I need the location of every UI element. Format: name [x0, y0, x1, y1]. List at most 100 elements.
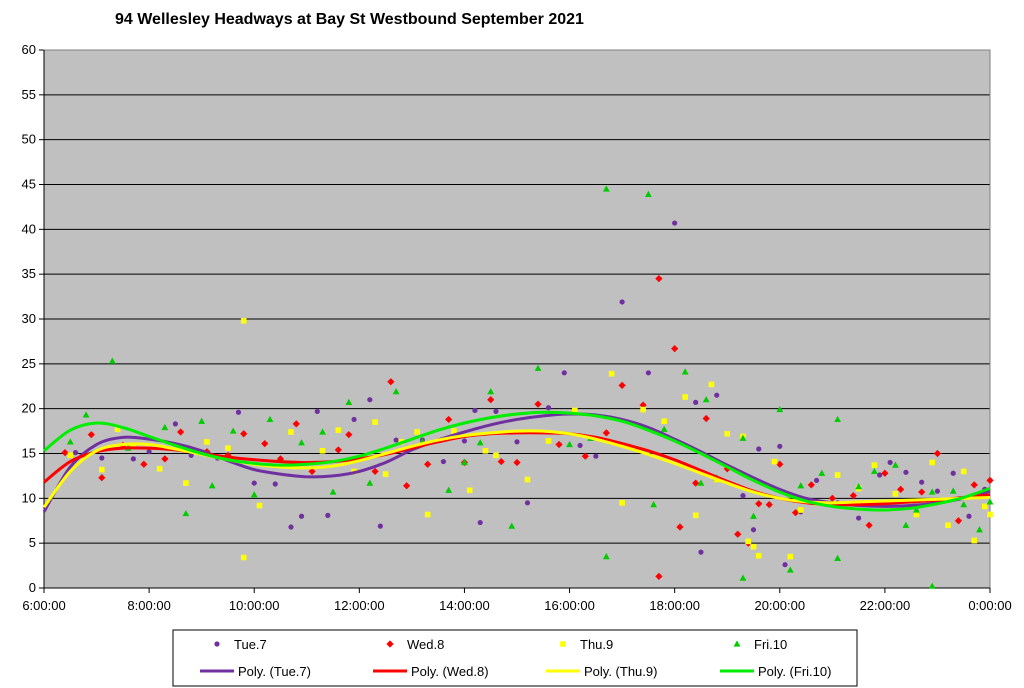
data-point [756, 446, 762, 452]
y-tick-label: 10 [22, 490, 36, 505]
data-point [366, 479, 374, 486]
data-point [745, 538, 752, 545]
data-point [99, 455, 105, 461]
data-point [682, 394, 688, 400]
data-point [325, 512, 331, 518]
data-point [619, 500, 625, 506]
data-point [855, 483, 863, 490]
data-point [834, 554, 841, 562]
data-point [960, 501, 968, 508]
legend-marker [214, 641, 220, 647]
data-point [724, 430, 731, 437]
data-point [934, 488, 941, 494]
data-point [266, 415, 274, 423]
x-tick-label: 0:00:00 [968, 598, 1011, 613]
data-point [834, 415, 841, 423]
data-point [250, 491, 258, 498]
gridlines [44, 49, 990, 589]
data-point [786, 566, 794, 573]
data-point [445, 415, 453, 424]
series-fri-10 [66, 185, 994, 589]
data-point [461, 438, 468, 444]
x-tick-label: 10:00:00 [229, 598, 280, 613]
data-point [771, 458, 778, 465]
data-point [372, 419, 378, 425]
data-point [640, 406, 646, 413]
y-tick-label: 20 [22, 401, 36, 416]
x-tick-label: 20:00:00 [754, 598, 805, 613]
data-point [581, 452, 589, 460]
data-point [298, 439, 305, 446]
data-point [545, 405, 552, 411]
data-point [345, 398, 353, 405]
data-point [818, 469, 826, 476]
data-point [650, 501, 658, 508]
legend: Tue.7 Wed.8 Thu.9 Fri.10 Poly. (Tue.7) Poly. … [172, 629, 858, 687]
data-point [928, 582, 936, 589]
data-point [561, 370, 567, 376]
data-point [72, 450, 79, 456]
data-point [225, 445, 231, 451]
data-point [161, 423, 169, 431]
data-point [98, 474, 106, 482]
data-point [791, 509, 800, 517]
data-point [918, 488, 926, 496]
data-point [966, 513, 972, 519]
data-point [902, 521, 910, 528]
data-point [881, 469, 889, 477]
data-point [377, 523, 383, 529]
data-point [298, 513, 305, 519]
data-point [534, 364, 542, 371]
data-point [240, 554, 247, 561]
legend-label: Wed.8 [407, 637, 444, 652]
data-point [140, 460, 148, 468]
data-point [933, 449, 942, 458]
data-point [698, 549, 704, 555]
data-point [82, 411, 90, 418]
data-point [787, 553, 794, 560]
data-point [288, 429, 294, 435]
data-point [708, 381, 715, 388]
data-point [487, 388, 495, 395]
data-point [392, 388, 400, 395]
data-point [514, 439, 520, 445]
data-point [367, 397, 373, 403]
data-point [945, 522, 951, 529]
x-tick-label: 12:00:00 [334, 598, 385, 613]
data-point [513, 458, 521, 467]
data-point [572, 407, 578, 414]
data-point [892, 491, 899, 497]
data-point [750, 543, 757, 550]
trendlines [42, 410, 991, 513]
y-tick-label: 60 [22, 42, 36, 57]
data-point [335, 427, 342, 433]
data-point [892, 461, 899, 468]
data-point [61, 449, 69, 457]
data-point [229, 427, 237, 434]
data-point [723, 465, 731, 473]
data-point [240, 430, 248, 438]
data-point [555, 440, 563, 449]
data-point [156, 465, 163, 472]
data-point [329, 488, 337, 495]
data-point [472, 407, 478, 414]
data-point [870, 467, 878, 475]
y-tick-label: 35 [22, 266, 36, 281]
data-point [508, 522, 516, 529]
data-point [66, 438, 74, 445]
data-point [593, 453, 599, 459]
x-tick-label: 16:00:00 [544, 598, 595, 613]
data-point [183, 480, 189, 486]
data-point [114, 426, 121, 433]
data-point [981, 503, 988, 510]
data-point [693, 399, 699, 405]
data-point [877, 472, 883, 478]
data-point [755, 552, 762, 559]
legend-label: Poly. (Thu.9) [584, 664, 657, 679]
data-point [497, 457, 505, 466]
data-point [849, 492, 857, 500]
data-point [671, 344, 679, 353]
legend-label: Thu.9 [580, 637, 613, 652]
data-point [903, 469, 909, 475]
data-point [734, 530, 742, 538]
